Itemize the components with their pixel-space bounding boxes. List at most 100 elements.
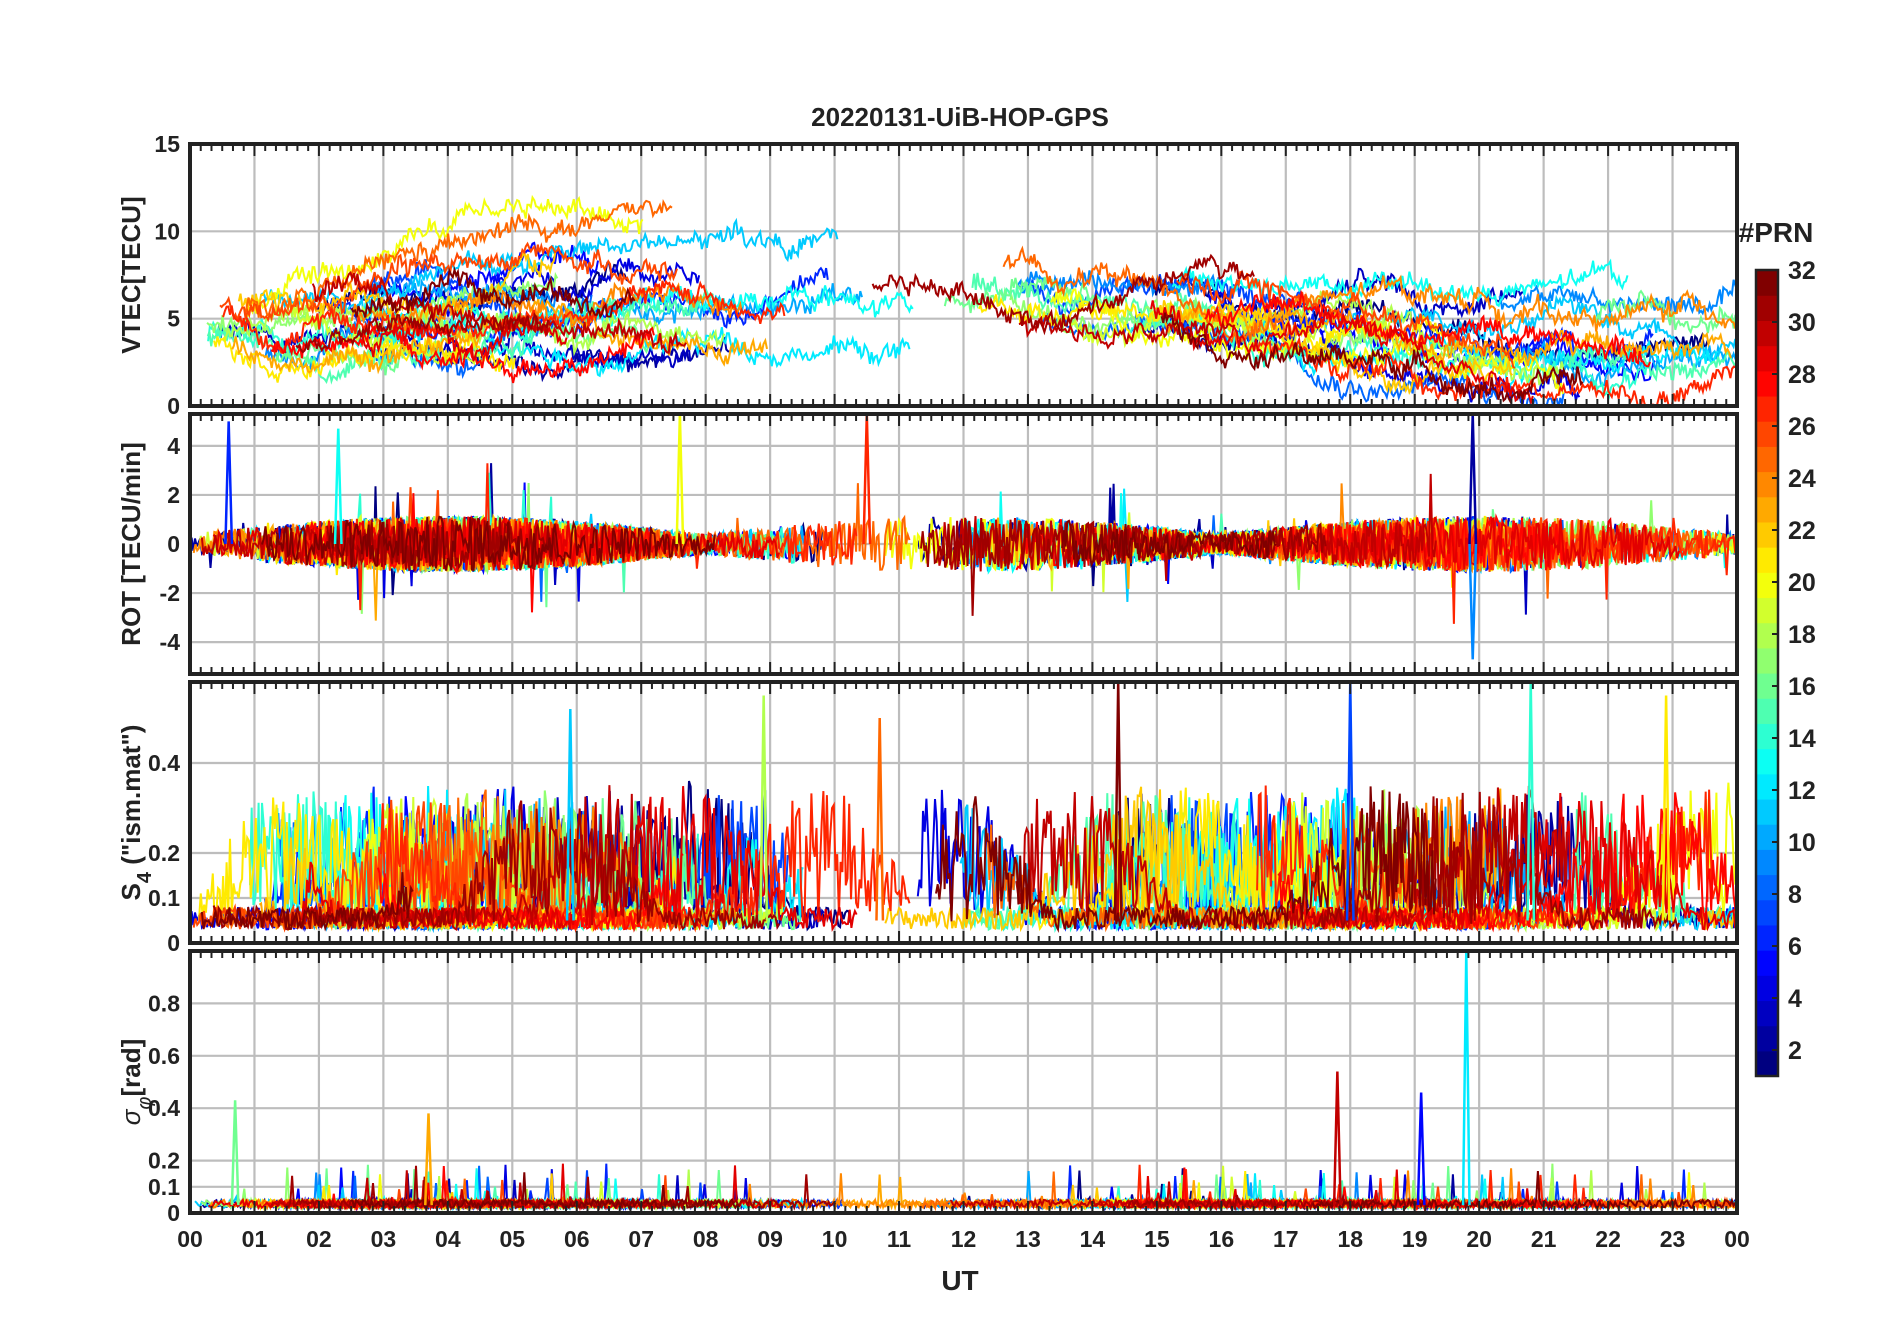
series-line-prn-31 (871, 253, 1255, 336)
colorbar-segment (1756, 345, 1778, 372)
x-tick-label: 00 (177, 1226, 203, 1252)
series-line-prn-32 (350, 266, 636, 320)
colorbar-tick-label: 26 (1788, 413, 1816, 441)
colorbar-segment (1756, 1050, 1778, 1077)
series-group-vtec (206, 194, 1737, 406)
y-tick-label: 0.2 (148, 1148, 180, 1174)
x-tick-label: 08 (693, 1226, 719, 1252)
y-tick-label: 0.2 (148, 840, 180, 866)
y-tick-label: 0 (167, 930, 180, 956)
minor-ticks-sigma_phi (189, 951, 1738, 1213)
colorbar-segment (1756, 320, 1778, 347)
minor-ticks-s4 (189, 682, 1738, 943)
series-line-prn-31 (285, 1165, 837, 1212)
colorbar-tick-label: 24 (1788, 465, 1816, 493)
colorbar-tick-label: 8 (1788, 881, 1802, 909)
series-line-prn-29 (361, 317, 568, 362)
y-tick-label: 0.1 (148, 885, 180, 911)
peak-mark (759, 695, 769, 921)
colorbar-tick-label: 22 (1788, 517, 1816, 545)
y-tick-label: 15 (154, 131, 180, 157)
y-tick-label: -2 (160, 580, 180, 606)
x-axis-label: UT (941, 1265, 978, 1296)
peak-mark (424, 1113, 433, 1206)
peak-mark (333, 428, 343, 545)
x-tick-label: 09 (757, 1226, 783, 1252)
series-line-prn-27 (301, 463, 858, 611)
peak-mark (224, 421, 234, 545)
colorbar-segment (1756, 798, 1778, 825)
x-tick-label: 21 (1531, 1226, 1557, 1252)
series-line-prn-9 (1498, 279, 1737, 316)
colorbar-segment (1756, 698, 1778, 724)
colorbar-segment (1756, 622, 1778, 649)
series-line-prn-30 (950, 1181, 1283, 1211)
series-line-prn-30 (1018, 315, 1236, 350)
x-tick-label: 15 (1144, 1226, 1170, 1252)
x-tick-label: 00 (1724, 1226, 1750, 1252)
colorbar-tick-label: 32 (1788, 257, 1816, 285)
x-tick-label: 05 (499, 1226, 525, 1252)
colorbar-segment (1756, 496, 1778, 523)
colorbar-tick-label: 2 (1788, 1037, 1802, 1065)
series-line-prn-31 (1126, 1193, 1381, 1212)
series-line-prn-27 (1256, 335, 1736, 406)
colorbar-tick-label: 18 (1788, 621, 1816, 649)
x-tick-label: 16 (1209, 1226, 1235, 1252)
series-group-s4 (190, 682, 1737, 934)
series-line-prn-32 (350, 1172, 740, 1211)
peak-mark (875, 717, 885, 921)
y-tick-label: 0.1 (148, 1174, 180, 1200)
colorbar-tick-label: 6 (1788, 933, 1802, 961)
x-tick-label: 23 (1660, 1226, 1686, 1252)
x-tick-label: 06 (564, 1226, 590, 1252)
y-tick-label: 10 (154, 218, 180, 244)
figure-title: 20220131-UiB-HOP-GPS (811, 102, 1109, 132)
colorbar-segment (1756, 572, 1778, 599)
y-axis-label-sigma_phi: σφ[rad] (116, 1039, 156, 1126)
colorbar-tick-label: 10 (1788, 829, 1816, 857)
y-tick-label: 5 (167, 306, 180, 332)
colorbar-segment (1756, 849, 1778, 876)
x-tick-label: 11 (887, 1226, 912, 1252)
panel-sigma_phi: 00.10.2 0.4 0.6 0.8 σφ[rad] 00 01 02 03 04 05 06 07 0… (116, 949, 1750, 1252)
peak-mark (1661, 695, 1671, 921)
colorbar-segment (1756, 597, 1778, 624)
colorbar-segment (1756, 370, 1778, 397)
x-tick-label: 13 (1015, 1226, 1041, 1252)
series-line-prn-31 (295, 310, 550, 354)
x-tick-label: 10 (822, 1226, 848, 1252)
peak-mark (565, 708, 575, 921)
series-line-prn-7 (1017, 273, 1316, 317)
colorbar-segment (1756, 295, 1778, 321)
peak-mark (1468, 543, 1478, 660)
colorbar-segment (1756, 899, 1778, 926)
colorbar-segment (1756, 975, 1778, 1002)
panel-s4: 0 0.1 0.2 0.4S4 ("ism.mat") (116, 680, 1739, 956)
colorbar-tick-label: 28 (1788, 361, 1816, 389)
grid-sigma_phi (188, 951, 1739, 1215)
series-line-prn-24 (1260, 274, 1737, 332)
y-tick-label: -4 (160, 629, 181, 655)
y-tick-label: 2 (167, 482, 180, 508)
x-tick-label: 04 (435, 1226, 461, 1252)
colorbar-tick-label: 14 (1788, 725, 1816, 753)
series-line-prn-28 (270, 325, 655, 384)
peak-mark (1468, 414, 1478, 545)
minor-ticks-vtec (189, 144, 1738, 406)
series-line-prn-29 (1315, 516, 1680, 570)
series-line-prn-9 (1016, 270, 1216, 298)
colorbar-segment (1756, 1000, 1778, 1027)
grid-rot (188, 414, 1739, 674)
peak-mark (1526, 682, 1536, 921)
y-axis-label-s4: S4 ("ism.mat") (116, 725, 156, 901)
colorbar-segment (1756, 1025, 1778, 1052)
peak-mark (675, 414, 685, 545)
x-tick-label: 14 (1080, 1226, 1106, 1252)
y-axis-label-vtec: VTEC[TECU] (116, 196, 146, 353)
x-tick-label: 19 (1402, 1226, 1428, 1252)
colorbar-segment (1756, 647, 1778, 674)
x-tick-label: 18 (1337, 1226, 1363, 1252)
colorbar-segment (1756, 723, 1778, 750)
